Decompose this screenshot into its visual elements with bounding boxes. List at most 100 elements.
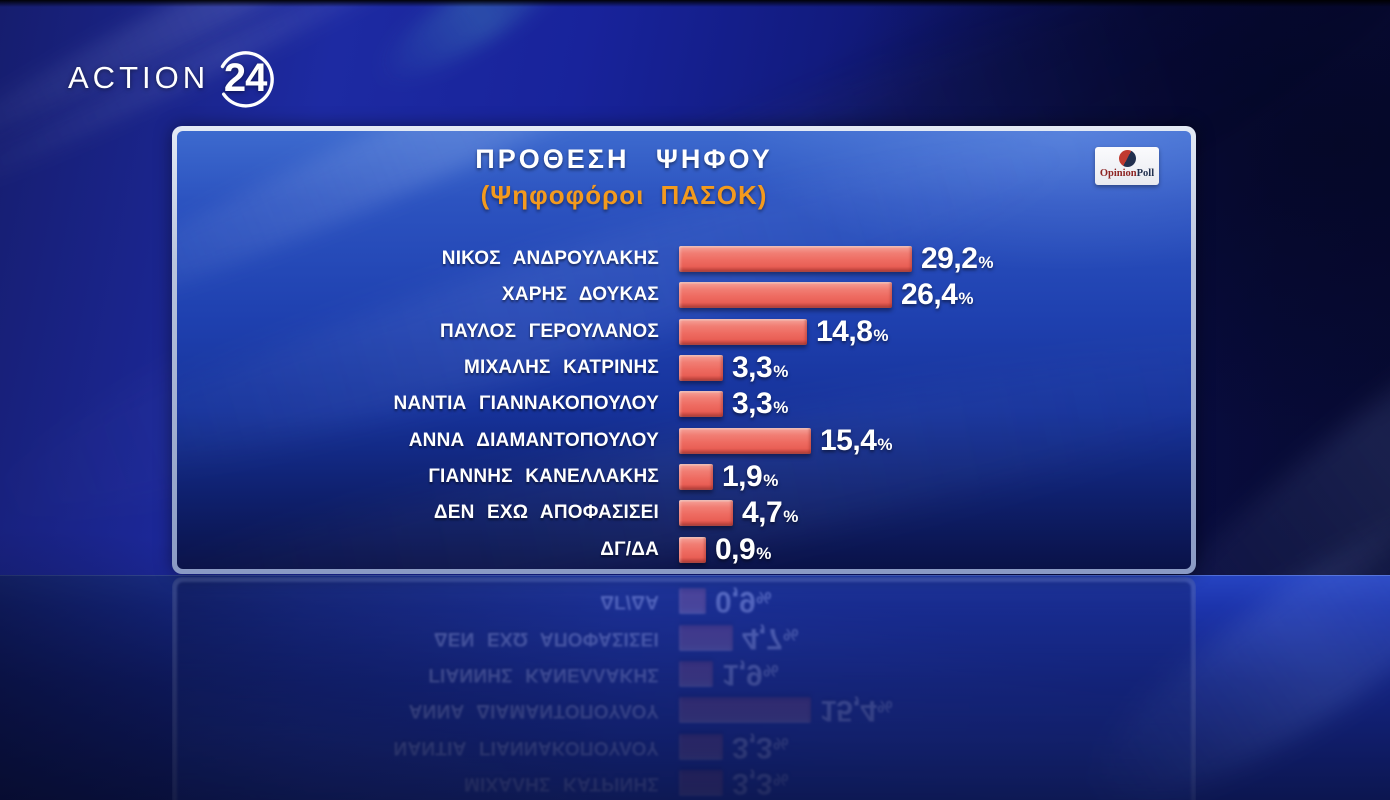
panel-reflection: ΠΡΟΘΕΣΗ ΨΗΦΟΥ (Ψηφοφόροι ΠΑΣΟΚ) OpinionP… [172,577,1196,800]
bar [679,355,723,382]
bar-and-value: 1,9% [679,460,1191,494]
value-number: 1,9 [722,459,763,493]
reflection-bar [679,697,811,724]
value-label: 4,7% [742,496,798,530]
bar [679,536,706,563]
value-number: 15,4 [820,423,877,457]
chart-title: ΠΡΟΘΕΣΗ ΨΗΦΟΥ [475,144,773,174]
reflection-value-number: 1,9 [722,658,763,692]
candidate-label: ΓΙΑΝΝΗΣ ΚΑΝΕΛΛΑΚΗΣ [428,465,659,487]
bar-and-value: 14,8% [679,315,1191,349]
reflection-value-number: 0,9 [715,585,756,619]
reflection-value-number: 3,3 [732,730,773,764]
value-label: 14,8% [816,315,889,349]
teal-glint [364,0,596,101]
reflection-bar-and-value: 4,7% [679,621,1191,655]
reflection-bar-row: ΔΕΝ ΕΧΩ ΑΠΟΦΑΣΙΣΕΙ 4,7% [177,620,1191,656]
bar-row: ΔΓ/ΔΑ 0,9% [177,531,1191,567]
value-number: 3,3 [732,351,773,385]
reflection-bar-row: ΓΙΑΝΝΗΣ ΚΑΝΕΛΛΑΚΗΣ 1,9% [177,656,1191,692]
bar-and-value: 3,3% [679,387,1191,421]
value-number: 29,2 [921,242,978,276]
bar-rows: ΝΙΚΟΣ ΑΝΔΡΟΥΛΑΚΗΣ 29,2% ΧΑΡΗΣ ΔΟΥΚΑΣ 26,4% Π… [177,241,1191,568]
value-number: 26,4 [901,278,958,312]
value-label: 29,2% [921,242,994,276]
bar-row: ΧΑΡΗΣ ΔΟΥΚΑΣ 26,4% [177,277,1191,313]
bar-and-value: 26,4% [679,278,1191,312]
reflection-percent-sign: % [763,661,779,681]
value-number: 4,7 [742,496,783,530]
value-label: 26,4% [901,278,974,312]
value-number: 0,9 [715,532,756,566]
bar [679,282,892,309]
candidate-label: ΝΑΝΤΙΑ ΓΙΑΝΝΑΚΟΠΟΥΛΟΥ [393,393,659,415]
value-label: 15,4% [820,424,893,458]
percent-sign: % [877,434,893,454]
reflection-bar [679,588,706,615]
bar-row: ΝΑΝΤΙΑ ΓΙΑΝΝΑΚΟΠΟΥΛΟΥ 3,3% [177,386,1191,422]
bar-row: ΠΑΥΛΟΣ ΓΕΡΟΥΛΑΝΟΣ 14,8% [177,314,1191,350]
reflection-poll-panel-inner: ΠΡΟΘΕΣΗ ΨΗΦΟΥ (Ψηφοφόροι ΠΑΣΟΚ) OpinionP… [177,582,1191,800]
reflection-bar-row: ΔΓ/ΔΑ 0,9% [177,583,1191,619]
reflection-bar-row: ΝΑΝΤΙΑ ΓΙΑΝΝΑΚΟΠΟΥΛΟΥ 3,3% [177,729,1191,765]
reflection-candidate-label: ΔΕΝ ΕΧΩ ΑΠΟΦΑΣΙΣΕΙ [433,627,659,649]
reflection-value-label: 3,3% [732,730,788,764]
reflection-percent-sign: % [773,733,789,753]
percent-sign: % [783,507,799,527]
reflection-bar-row: ΑΝΝΑ ΔΙΑΜΑΝΤΟΠΟΥΛΟΥ 15,4% [177,692,1191,728]
poll-panel-inner: ΠΡΟΘΕΣΗ ΨΗΦΟΥ (Ψηφοφόροι ΠΑΣΟΚ) OpinionP… [177,131,1191,569]
poll-panel: ΠΡΟΘΕΣΗ ΨΗΦΟΥ (Ψηφοφόροι ΠΑΣΟΚ) OpinionP… [172,126,1196,574]
bar [679,318,807,345]
reflection-value-label: 1,9% [722,657,778,691]
value-label: 3,3% [732,387,788,421]
bar-row: ΑΝΝΑ ΔΙΑΜΑΝΤΟΠΟΥΛΟΥ 15,4% [177,422,1191,458]
reflection-bar [679,661,713,688]
candidate-label: ΠΑΥΛΟΣ ΓΕΡΟΥΛΑΝΟΣ [440,320,659,342]
reflection-bar [679,624,733,651]
bar-row: ΝΙΚΟΣ ΑΝΔΡΟΥΛΑΚΗΣ 29,2% [177,241,1191,277]
reflection-value-number: 3,3 [732,766,773,800]
reflection-percent-sign: % [773,769,789,789]
value-label: 1,9% [722,460,778,494]
bar-and-value: 4,7% [679,496,1191,530]
action24-logo-number: 24 [223,56,268,100]
candidate-label: ΜΙΧΑΛΗΣ ΚΑΤΡΙΝΗΣ [463,357,659,379]
top-edge-strip [0,0,1390,7]
bar [679,500,733,527]
reflection-candidate-label: ΜΙΧΑΛΗΣ ΚΑΤΡΙΝΗΣ [463,772,659,794]
bar [679,246,912,273]
reflection-candidate-label: ΑΝΝΑ ΔΙΑΜΑΝΤΟΠΟΥΛΟΥ [408,700,659,722]
reflection-percent-sign: % [877,697,893,717]
opinionpoll-badge: OpinionPoll [1095,147,1159,185]
bar-and-value: 0,9% [679,533,1191,567]
reflection-value-label: 15,4% [820,693,893,727]
percent-sign: % [958,289,974,309]
panel-header: ΠΡΟΘΕΣΗ ΨΗΦΟΥ (Ψηφοφόροι ΠΑΣΟΚ) [177,144,1191,211]
action24-circle-icon: 24 [211,44,279,112]
bar [679,427,811,454]
reflection-bar-row: ΜΙΧΑΛΗΣ ΚΑΤΡΙΝΗΣ 3,3% [177,765,1191,800]
percent-sign: % [978,253,994,273]
reflection-bar [679,733,723,760]
bar [679,391,723,418]
value-number: 14,8 [816,314,873,348]
reflection-candidate-label: ΔΓ/ΔΑ [600,591,659,613]
value-label: 0,9% [715,533,771,567]
bar-and-value: 3,3% [679,351,1191,385]
action24-logo: ACTION 24 [68,44,279,112]
candidate-label: ΔΓ/ΔΑ [600,538,659,560]
bar-row: ΓΙΑΝΝΗΣ ΚΑΝΕΛΛΑΚΗΣ 1,9% [177,459,1191,495]
reflection-value-label: 4,7% [742,621,798,655]
value-number: 3,3 [732,387,773,421]
percent-sign: % [773,398,789,418]
reflection-bar-and-value: 0,9% [679,584,1191,618]
percent-sign: % [763,470,779,490]
chart-subtitle: (Ψηφοφόροι ΠΑΣΟΚ) [480,180,768,210]
percent-sign: % [873,325,889,345]
reflection-percent-sign: % [783,624,799,644]
badge-text-poll: Poll [1136,168,1155,179]
reflection-bar-and-value: 1,9% [679,657,1191,691]
reflection-value-label: 0,9% [715,584,771,618]
